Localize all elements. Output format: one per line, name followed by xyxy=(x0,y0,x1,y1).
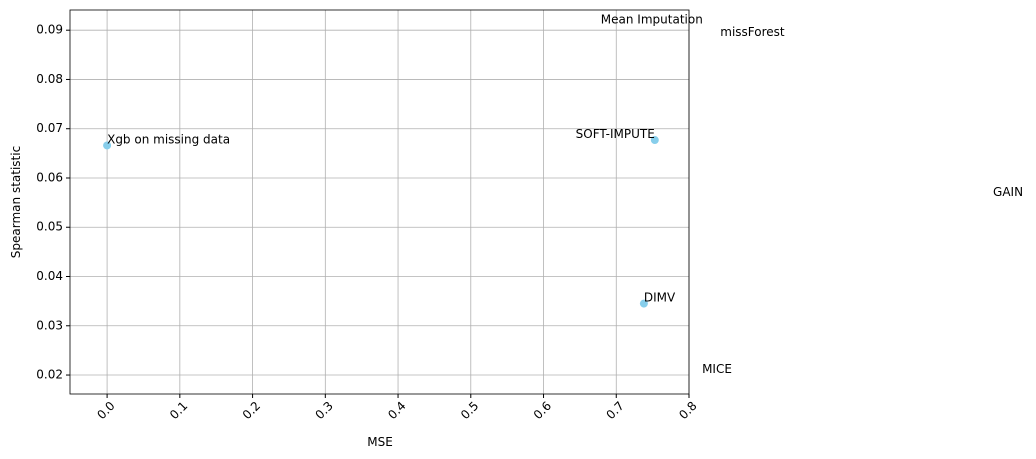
plot-frame xyxy=(69,9,690,395)
x-tick-label: 0.7 xyxy=(603,399,626,422)
y-tick-label: 0.07 xyxy=(36,121,63,135)
point-label: DIMV xyxy=(644,291,676,305)
x-tick-label: 0.4 xyxy=(385,399,408,422)
point xyxy=(650,136,659,145)
x-tick-label: 0.0 xyxy=(94,399,117,422)
point-label: MICE xyxy=(702,362,732,376)
y-tick-label: 0.05 xyxy=(36,220,63,234)
grid xyxy=(70,10,690,394)
point xyxy=(639,299,648,308)
x-tick-label: 0.6 xyxy=(531,399,554,422)
y-tick-label: 0.08 xyxy=(36,72,63,86)
point-label: GAIN xyxy=(993,185,1023,199)
x-axis-label: MSE xyxy=(367,435,393,449)
x-tick-label: 0.5 xyxy=(458,399,481,422)
y-tick-label: 0.09 xyxy=(36,23,63,37)
x-tick-label: 0.2 xyxy=(240,399,263,422)
x-tick-label: 0.1 xyxy=(167,399,190,422)
y-axis-label: Spearman statistic xyxy=(9,146,23,258)
y-tick-label: 0.03 xyxy=(36,318,63,332)
y-tick-label: 0.02 xyxy=(36,368,63,382)
x-tick-label: 0.8 xyxy=(676,399,699,422)
point-label: missForest xyxy=(720,25,785,39)
point-label: Mean Imputation xyxy=(601,12,703,26)
y-tick-label: 0.04 xyxy=(36,269,63,283)
x-tick-label: 0.3 xyxy=(313,399,336,422)
y-tick-label: 0.06 xyxy=(36,170,63,184)
point-label: Xgb on missing data xyxy=(107,132,230,146)
point xyxy=(103,141,112,150)
point-label: SOFT-IMPUTE xyxy=(576,127,655,141)
points xyxy=(103,136,659,308)
